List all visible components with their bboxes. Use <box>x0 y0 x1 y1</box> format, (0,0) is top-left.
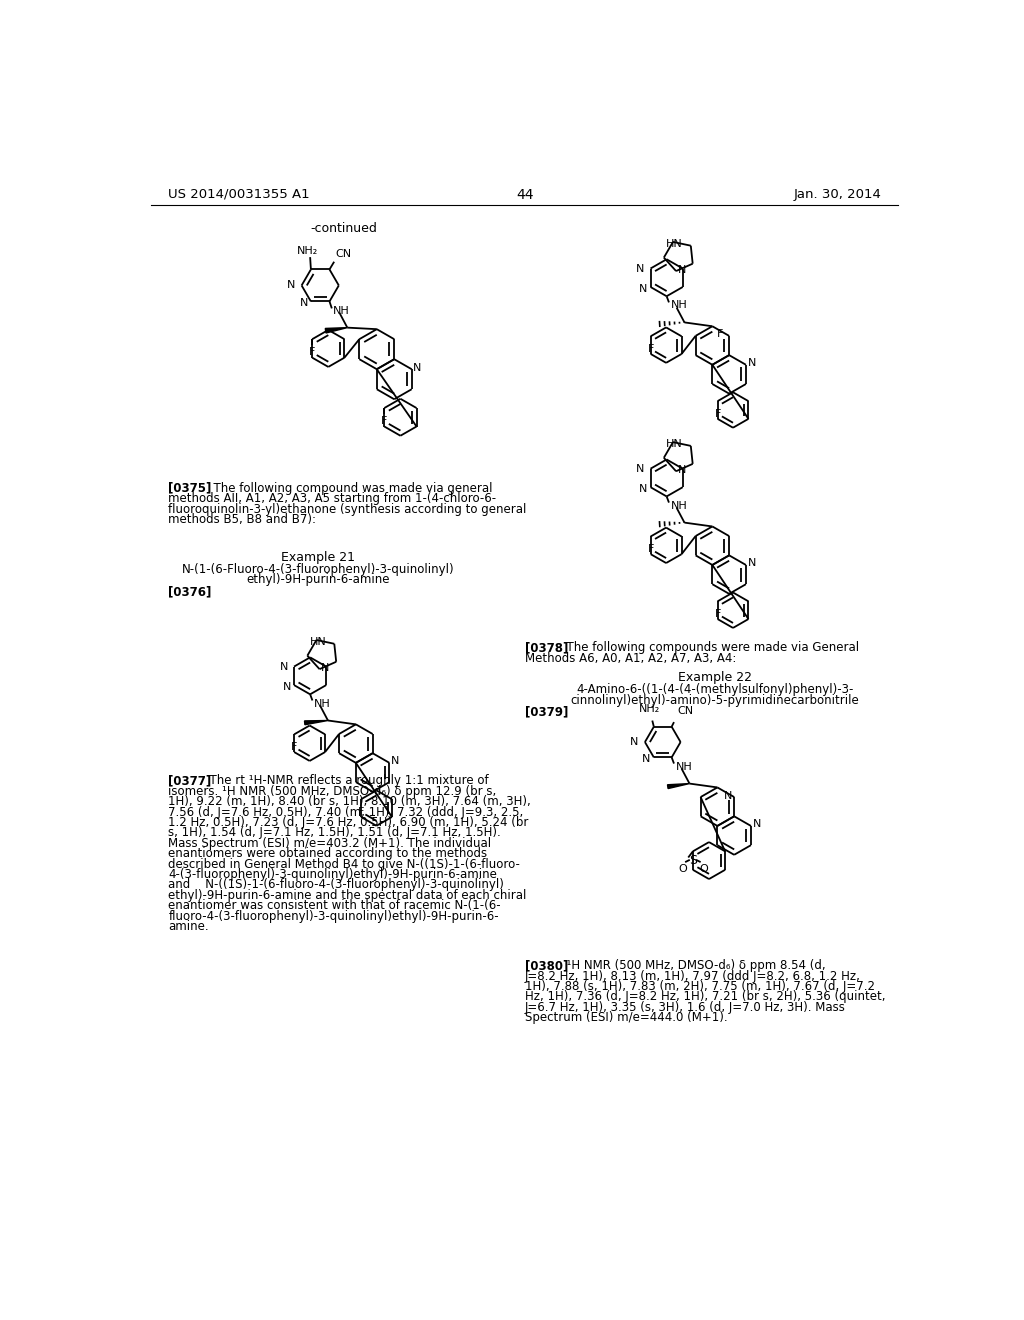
Text: F: F <box>715 409 721 418</box>
Text: fluoro-4-(3-fluorophenyl)-3-quinolinyl)ethyl)-9H-purin-6-: fluoro-4-(3-fluorophenyl)-3-quinolinyl)e… <box>168 909 499 923</box>
Text: N: N <box>391 756 399 767</box>
Text: Example 21: Example 21 <box>281 552 355 564</box>
Text: US 2014/0031355 A1: US 2014/0031355 A1 <box>168 187 310 201</box>
Text: 44: 44 <box>516 187 534 202</box>
Polygon shape <box>326 327 347 333</box>
Text: N: N <box>639 483 647 494</box>
Text: cinnolinyl)ethyl)-amino)-5-pyrimidinecarbonitrile: cinnolinyl)ethyl)-amino)-5-pyrimidinecar… <box>570 693 859 706</box>
Text: Jan. 30, 2014: Jan. 30, 2014 <box>794 187 882 201</box>
Text: N: N <box>287 280 295 290</box>
Text: N: N <box>280 661 288 672</box>
Text: s, 1H), 1.54 (d, J=7.1 Hz, 1.5H), 1.51 (d, J=7.1 Hz, 1.5H).: s, 1H), 1.54 (d, J=7.1 Hz, 1.5H), 1.51 (… <box>168 826 501 840</box>
Text: Hz, 1H), 7.36 (d, J=8.2 Hz, 1H), 7.21 (br s, 2H), 5.36 (quintet,: Hz, 1H), 7.36 (d, J=8.2 Hz, 1H), 7.21 (b… <box>524 990 886 1003</box>
Text: 1.2 Hz, 0.5H), 7.23 (d, J=7.6 Hz, 0.5H), 6.90 (m, 1H), 5.24 (br: 1.2 Hz, 0.5H), 7.23 (d, J=7.6 Hz, 0.5H),… <box>168 816 528 829</box>
Text: F: F <box>647 345 654 354</box>
Text: ¹H NMR (500 MHz, DMSO-d₆) δ ppm 8.54 (d,: ¹H NMR (500 MHz, DMSO-d₆) δ ppm 8.54 (d, <box>559 960 825 973</box>
Text: [0375]: [0375] <box>168 482 212 495</box>
Text: O: O <box>699 863 709 874</box>
Text: NH: NH <box>334 306 350 315</box>
Text: NH₂: NH₂ <box>296 246 317 256</box>
Text: F: F <box>717 330 723 339</box>
Text: -continued: -continued <box>310 222 377 235</box>
Text: N: N <box>642 754 650 764</box>
Text: 1H), 9.22 (m, 1H), 8.40 (br s, 1H), 8.10 (m, 3H), 7.64 (m, 3H),: 1H), 9.22 (m, 1H), 8.40 (br s, 1H), 8.10… <box>168 795 531 808</box>
Text: described in General Method B4 to give N-((1S)-1-(6-fluoro-: described in General Method B4 to give N… <box>168 858 520 871</box>
Polygon shape <box>304 721 328 725</box>
Text: J=6.7 Hz, 1H), 3.35 (s, 3H), 1.6 (d, J=7.0 Hz, 3H). Mass: J=6.7 Hz, 1H), 3.35 (s, 3H), 1.6 (d, J=7… <box>524 1001 846 1014</box>
Text: F: F <box>381 416 387 426</box>
Text: N: N <box>678 264 686 275</box>
Text: N: N <box>753 820 761 829</box>
Text: N: N <box>322 663 330 673</box>
Text: 4-(3-fluorophenyl)-3-quinolinyl)ethyl)-9H-purin-6-amine: 4-(3-fluorophenyl)-3-quinolinyl)ethyl)-9… <box>168 869 498 880</box>
Text: HN: HN <box>667 440 683 449</box>
Text: F: F <box>715 609 721 619</box>
Text: [0376]: [0376] <box>168 585 212 598</box>
Text: CN: CN <box>678 706 694 715</box>
Text: HN: HN <box>310 638 327 647</box>
Text: N: N <box>748 358 756 368</box>
Text: Mass Spectrum (ESI) m/e=403.2 (M+1). The individual: Mass Spectrum (ESI) m/e=403.2 (M+1). The… <box>168 837 492 850</box>
Text: 7.56 (d, J=7.6 Hz, 0.5H), 7.40 (m, 1H), 7.32 (ddd, J=9.3, 2.5,: 7.56 (d, J=7.6 Hz, 0.5H), 7.40 (m, 1H), … <box>168 805 523 818</box>
Text: enantiomers were obtained according to the methods: enantiomers were obtained according to t… <box>168 847 487 861</box>
Text: [0377]: [0377] <box>168 775 212 788</box>
Text: N: N <box>631 737 639 747</box>
Text: Spectrum (ESI) m/e=444.0 (M+1).: Spectrum (ESI) m/e=444.0 (M+1). <box>524 1011 727 1024</box>
Text: ethyl)-9H-purin-6-amine and the spectral data of each chiral: ethyl)-9H-purin-6-amine and the spectral… <box>168 888 526 902</box>
Text: NH: NH <box>671 500 687 511</box>
Text: fluoroquinolin-3-yl)ethanone (synthesis according to general: fluoroquinolin-3-yl)ethanone (synthesis … <box>168 503 526 516</box>
Text: N: N <box>414 363 422 372</box>
Text: 4-Amino-6-((1-(4-(4-(methylsulfonyl)phenyl)-3-: 4-Amino-6-((1-(4-(4-(methylsulfonyl)phen… <box>575 682 853 696</box>
Text: The following compound was made via general: The following compound was made via gene… <box>206 482 492 495</box>
Text: enantiomer was consistent with that of racemic N-(1-(6-: enantiomer was consistent with that of r… <box>168 899 501 912</box>
Text: Example 22: Example 22 <box>678 671 752 684</box>
Text: J=8.2 Hz, 1H), 8.13 (m, 1H), 7.97 (ddd J=8.2, 6.8, 1.2 Hz,: J=8.2 Hz, 1H), 8.13 (m, 1H), 7.97 (ddd J… <box>524 970 861 982</box>
Text: F: F <box>357 807 365 817</box>
Text: [0379]: [0379] <box>524 705 568 718</box>
Text: The following compounds were made via General: The following compounds were made via Ge… <box>559 642 859 655</box>
Text: ethyl)-9H-purin-6-amine: ethyl)-9H-purin-6-amine <box>246 573 389 586</box>
Text: N: N <box>636 264 644 273</box>
Text: CN: CN <box>336 248 352 259</box>
Polygon shape <box>668 784 689 788</box>
Text: N: N <box>678 465 686 475</box>
Text: N: N <box>748 558 756 569</box>
Text: [0380]: [0380] <box>524 960 568 973</box>
Text: The rt ¹H-NMR reflects a roughly 1:1 mixture of: The rt ¹H-NMR reflects a roughly 1:1 mix… <box>203 775 489 788</box>
Text: Methods A6, A0, A1, A2, A7, A3, A4:: Methods A6, A0, A1, A2, A7, A3, A4: <box>524 652 736 664</box>
Text: NH: NH <box>671 301 687 310</box>
Text: NH: NH <box>314 698 331 709</box>
Text: HN: HN <box>667 239 683 249</box>
Text: N: N <box>299 298 308 308</box>
Text: NH₂: NH₂ <box>639 705 660 714</box>
Text: methods B5, B8 and B7):: methods B5, B8 and B7): <box>168 513 316 525</box>
Text: S: S <box>689 854 697 867</box>
Text: N: N <box>636 463 644 474</box>
Text: N-(1-(6-Fluoro-4-(3-fluorophenyl)-3-quinolinyl): N-(1-(6-Fluoro-4-(3-fluorophenyl)-3-quin… <box>181 562 455 576</box>
Text: and    N-((1S)-1-(6-fluoro-4-(3-fluorophenyl)-3-quinolinyl): and N-((1S)-1-(6-fluoro-4-(3-fluoropheny… <box>168 878 504 891</box>
Text: N: N <box>283 681 291 692</box>
Text: F: F <box>647 544 654 554</box>
Text: O: O <box>679 863 687 874</box>
Text: isomers. ¹H NMR (500 MHz, DMSO-d₆) δ ppm 12.9 (br s,: isomers. ¹H NMR (500 MHz, DMSO-d₆) δ ppm… <box>168 785 497 797</box>
Text: 1H), 7.88 (s, 1H), 7.83 (m, 2H), 7.75 (m, 1H), 7.67 (d, J=7.2: 1H), 7.88 (s, 1H), 7.83 (m, 2H), 7.75 (m… <box>524 979 874 993</box>
Text: [0378]: [0378] <box>524 642 568 655</box>
Text: F: F <box>309 347 315 356</box>
Text: F: F <box>291 742 297 752</box>
Text: NH: NH <box>676 762 692 772</box>
Text: amine.: amine. <box>168 920 209 933</box>
Text: methods AII, A1, A2, A3, A5 starting from 1-(4-chloro-6-: methods AII, A1, A2, A3, A5 starting fro… <box>168 492 497 506</box>
Text: N: N <box>724 791 732 800</box>
Text: N: N <box>639 284 647 293</box>
